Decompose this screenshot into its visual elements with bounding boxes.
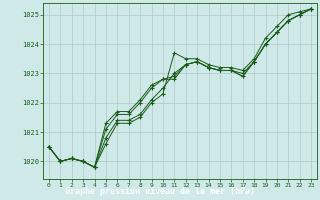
Text: Graphe pression niveau de la mer (hPa): Graphe pression niveau de la mer (hPa) [65,187,255,196]
